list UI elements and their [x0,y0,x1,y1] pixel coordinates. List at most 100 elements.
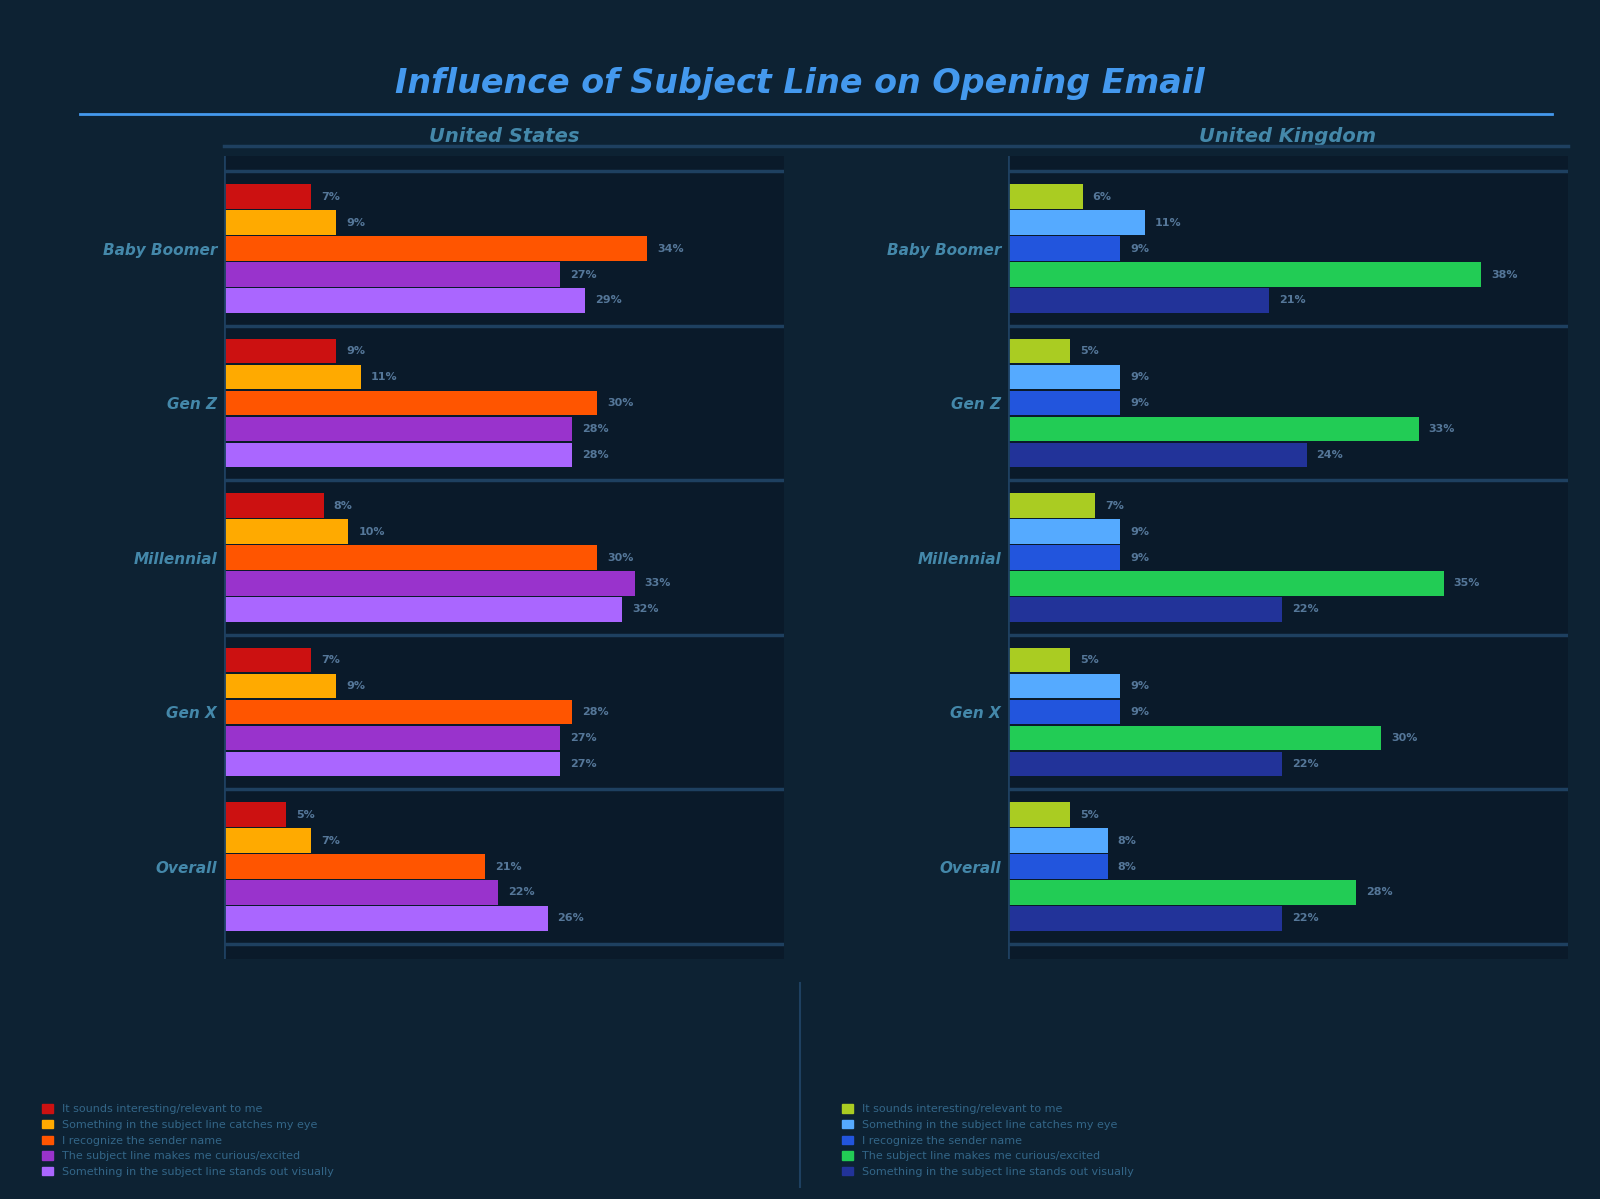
Bar [1008,647,1070,673]
Title: United States: United States [429,127,579,146]
Text: 22%: 22% [507,887,534,898]
Bar [1008,442,1307,468]
Text: 24%: 24% [1317,450,1344,460]
Bar [1008,829,1107,852]
Text: 32%: 32% [632,604,659,614]
Text: 7%: 7% [1106,501,1123,511]
Text: 35%: 35% [1453,578,1480,589]
Bar [224,236,646,261]
Bar [1008,906,1282,930]
Text: Influence of Subject Line on Opening Email: Influence of Subject Line on Opening Ema… [395,67,1205,101]
Text: 5%: 5% [296,809,315,820]
Text: 22%: 22% [1291,604,1318,614]
Bar [224,185,310,209]
Bar [1008,725,1381,751]
Text: 7%: 7% [322,836,339,845]
Text: 9%: 9% [1130,398,1149,408]
Text: 9%: 9% [1130,526,1149,537]
Bar [224,546,597,570]
Bar [224,829,310,852]
Bar [224,700,573,724]
Bar [1008,236,1120,261]
Text: 11%: 11% [371,372,397,382]
Bar [224,880,498,905]
Text: 9%: 9% [346,347,365,356]
Bar [224,571,635,596]
Text: 5%: 5% [1080,809,1099,820]
Text: 30%: 30% [1392,733,1418,743]
Bar [1008,674,1120,699]
Text: 9%: 9% [1130,681,1149,691]
Text: 28%: 28% [582,424,610,434]
Text: 27%: 27% [570,759,597,769]
Text: 28%: 28% [582,450,610,460]
Bar [1008,416,1419,441]
Bar [224,364,362,390]
Text: 28%: 28% [1366,887,1394,898]
Text: 9%: 9% [346,681,365,691]
Bar [224,288,586,313]
Text: 7%: 7% [322,655,339,665]
Bar [224,752,560,776]
Bar [224,802,286,827]
Bar [1008,263,1482,287]
Text: 29%: 29% [595,295,621,306]
Bar [224,519,349,544]
Text: 34%: 34% [658,243,683,253]
Text: 8%: 8% [1117,862,1136,872]
Text: 27%: 27% [570,270,597,279]
Bar [1008,700,1120,724]
Bar [1008,185,1083,209]
Text: 38%: 38% [1491,270,1517,279]
Text: 22%: 22% [1291,759,1318,769]
Bar [224,416,573,441]
Bar [1008,802,1070,827]
Bar [1008,854,1107,879]
Bar [224,597,622,622]
Text: 6%: 6% [1093,192,1112,201]
Bar [1008,597,1282,622]
Text: 33%: 33% [1429,424,1454,434]
Legend: It sounds interesting/relevant to me, Something in the subject line catches my e: It sounds interesting/relevant to me, So… [37,1099,338,1181]
Bar [1008,880,1357,905]
Text: 28%: 28% [582,707,610,717]
Bar [224,339,336,363]
Bar [224,647,310,673]
Bar [1008,546,1120,570]
Bar [224,210,336,235]
Bar [224,263,560,287]
Bar [224,906,547,930]
Text: 9%: 9% [1130,707,1149,717]
Text: 33%: 33% [645,578,670,589]
Legend: It sounds interesting/relevant to me, Something in the subject line catches my e: It sounds interesting/relevant to me, So… [837,1099,1138,1181]
Text: 30%: 30% [608,553,634,562]
Bar [1008,571,1443,596]
Text: 9%: 9% [1130,553,1149,562]
Text: 10%: 10% [358,526,386,537]
Text: 9%: 9% [1130,372,1149,382]
Text: 7%: 7% [322,192,339,201]
Bar [1008,493,1094,518]
Text: 8%: 8% [333,501,352,511]
Bar [224,854,485,879]
Text: 30%: 30% [608,398,634,408]
Bar [1008,519,1120,544]
Bar [224,442,573,468]
Bar [224,391,597,415]
Text: 5%: 5% [1080,347,1099,356]
Bar [1008,339,1070,363]
Text: 9%: 9% [1130,243,1149,253]
Text: 26%: 26% [557,914,584,923]
Bar [224,493,323,518]
Text: 5%: 5% [1080,655,1099,665]
Bar [1008,364,1120,390]
Bar [224,674,336,699]
Bar [224,725,560,751]
Text: 9%: 9% [346,217,365,228]
Bar [1008,288,1269,313]
Bar [1008,391,1120,415]
Text: 21%: 21% [496,862,522,872]
Text: 21%: 21% [1280,295,1306,306]
Text: 11%: 11% [1155,217,1181,228]
Title: United Kingdom: United Kingdom [1200,127,1376,146]
